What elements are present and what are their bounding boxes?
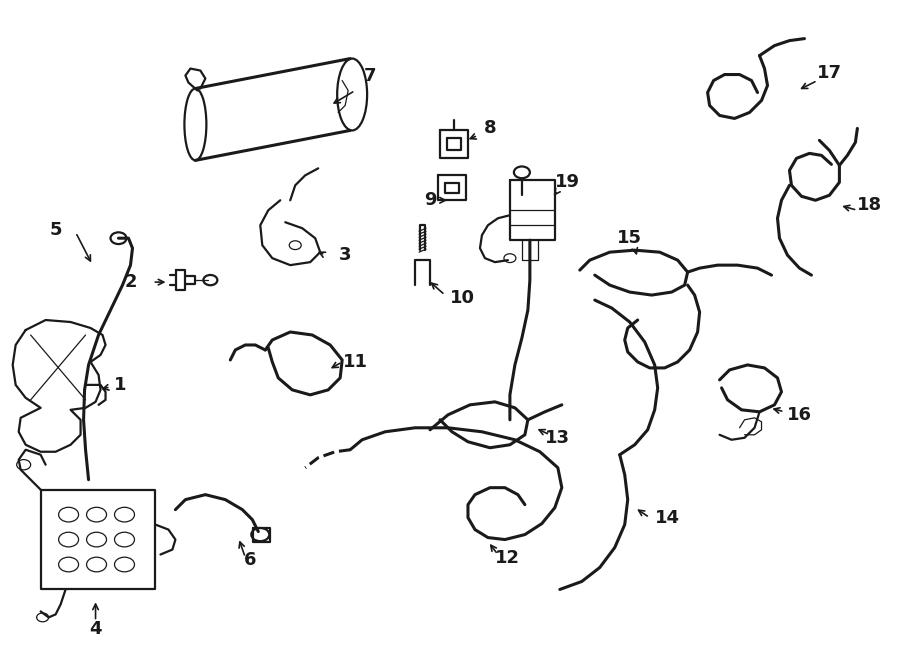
Text: 15: 15 <box>617 229 643 247</box>
Text: 7: 7 <box>364 67 376 85</box>
Text: 8: 8 <box>483 120 496 137</box>
Text: 6: 6 <box>244 551 256 568</box>
Text: 3: 3 <box>339 246 351 264</box>
Text: 18: 18 <box>857 196 882 214</box>
Text: 17: 17 <box>817 63 842 81</box>
Ellipse shape <box>338 59 367 130</box>
Text: 13: 13 <box>545 429 571 447</box>
Text: 9: 9 <box>424 191 436 210</box>
Text: 1: 1 <box>114 376 127 394</box>
Text: 11: 11 <box>343 353 367 371</box>
Text: 19: 19 <box>555 173 580 191</box>
Text: 2: 2 <box>124 273 137 291</box>
Text: 4: 4 <box>89 621 102 639</box>
Text: 12: 12 <box>495 549 520 566</box>
Text: 16: 16 <box>787 406 812 424</box>
Text: 10: 10 <box>449 289 474 307</box>
Text: 5: 5 <box>50 221 62 239</box>
Text: 14: 14 <box>655 508 680 527</box>
